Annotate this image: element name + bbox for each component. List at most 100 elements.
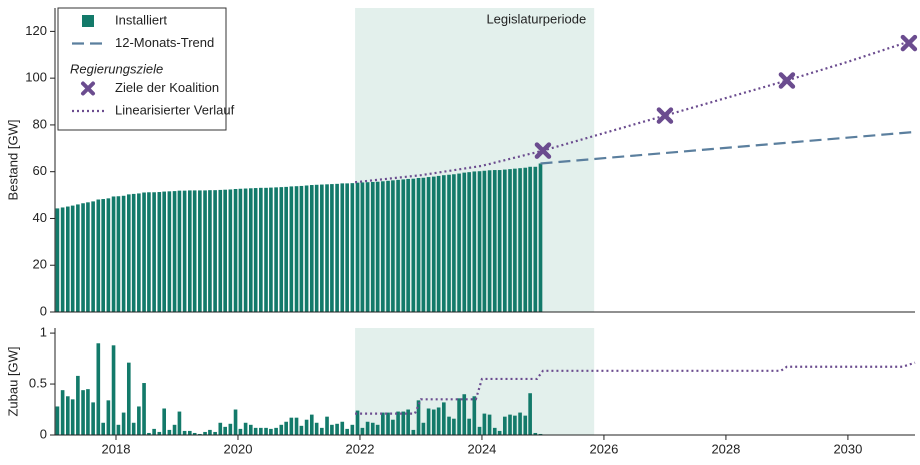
bar xyxy=(86,389,90,435)
bar xyxy=(172,424,177,435)
bar xyxy=(503,169,507,312)
bar xyxy=(472,171,477,312)
bar xyxy=(198,190,202,312)
bar xyxy=(426,408,431,435)
bar xyxy=(452,418,456,435)
bar xyxy=(391,419,395,435)
bar xyxy=(487,414,492,435)
bar xyxy=(340,183,345,312)
bar xyxy=(243,422,248,435)
bar xyxy=(467,418,471,435)
line xyxy=(540,130,916,165)
bar xyxy=(401,179,406,312)
bar xyxy=(416,400,421,435)
bar xyxy=(167,429,172,435)
bar xyxy=(309,414,314,435)
bar xyxy=(396,179,400,312)
bar xyxy=(477,426,482,435)
bar xyxy=(172,191,177,312)
bar xyxy=(513,415,517,435)
x-tick-label: 2028 xyxy=(711,441,740,456)
bar xyxy=(421,422,426,435)
legend-label: Ziele der Koalition xyxy=(115,80,219,95)
x-tick-label: 2026 xyxy=(589,441,618,456)
y-tick-label: 80 xyxy=(33,116,47,131)
bar xyxy=(187,190,192,312)
bar xyxy=(482,413,487,435)
bar xyxy=(137,193,141,312)
bar xyxy=(309,185,314,312)
bar xyxy=(203,431,207,435)
bar xyxy=(70,399,75,435)
bar xyxy=(152,192,156,312)
bar xyxy=(335,423,339,435)
bar xyxy=(213,190,217,312)
bar xyxy=(269,428,273,435)
bar xyxy=(375,181,380,312)
marker xyxy=(900,34,918,52)
bar xyxy=(518,412,522,435)
bar xyxy=(198,433,202,435)
bar xyxy=(213,431,217,435)
bar xyxy=(492,427,497,435)
bar xyxy=(340,421,345,435)
bar xyxy=(304,419,309,435)
bar xyxy=(121,412,126,435)
bar xyxy=(447,416,451,435)
bar xyxy=(396,411,400,435)
bar xyxy=(101,199,105,312)
bar xyxy=(91,201,95,312)
bar xyxy=(386,412,390,435)
bar xyxy=(253,427,258,435)
bar xyxy=(452,174,456,312)
x-tick-label: 2024 xyxy=(467,441,496,456)
bar xyxy=(314,422,319,435)
bar xyxy=(513,168,517,312)
bar xyxy=(96,343,101,435)
x-tick-label: 2018 xyxy=(102,441,131,456)
bar xyxy=(457,173,461,312)
legend: Installiert 12-Monats-Trend Regierungsziel… xyxy=(57,7,235,131)
bar xyxy=(355,182,360,312)
bar xyxy=(325,184,329,312)
bar xyxy=(386,180,390,312)
bar xyxy=(391,180,395,312)
bar xyxy=(492,170,497,312)
legend-swatch xyxy=(82,15,94,27)
y-axis-label: Zubau [GW] xyxy=(5,346,20,416)
bar xyxy=(284,186,288,312)
bar xyxy=(370,181,375,312)
bar xyxy=(116,196,121,312)
bar xyxy=(431,409,436,435)
bar xyxy=(248,188,253,312)
bar xyxy=(152,428,156,435)
bar xyxy=(497,170,502,312)
bar xyxy=(289,186,294,312)
bar xyxy=(126,362,131,435)
bar xyxy=(131,193,136,312)
bar xyxy=(477,171,482,312)
bar xyxy=(304,185,309,312)
y-tick-label: 100 xyxy=(25,70,47,85)
bar xyxy=(325,416,329,435)
bar xyxy=(218,422,223,435)
bar xyxy=(370,422,375,435)
bar xyxy=(401,411,406,435)
bar xyxy=(350,424,355,435)
bar xyxy=(274,187,278,312)
bar xyxy=(503,416,507,435)
bar xyxy=(86,202,90,312)
bar xyxy=(167,191,172,312)
y-tick-label: 0 xyxy=(40,426,47,441)
bar xyxy=(269,187,273,312)
bar xyxy=(411,429,416,435)
line xyxy=(354,38,916,184)
bar xyxy=(375,424,380,435)
bar xyxy=(442,402,446,435)
line xyxy=(355,361,916,415)
bar xyxy=(381,412,385,435)
legend-label: Linearisierter Verlauf xyxy=(115,102,235,117)
bar xyxy=(55,406,60,435)
bar xyxy=(533,166,538,312)
